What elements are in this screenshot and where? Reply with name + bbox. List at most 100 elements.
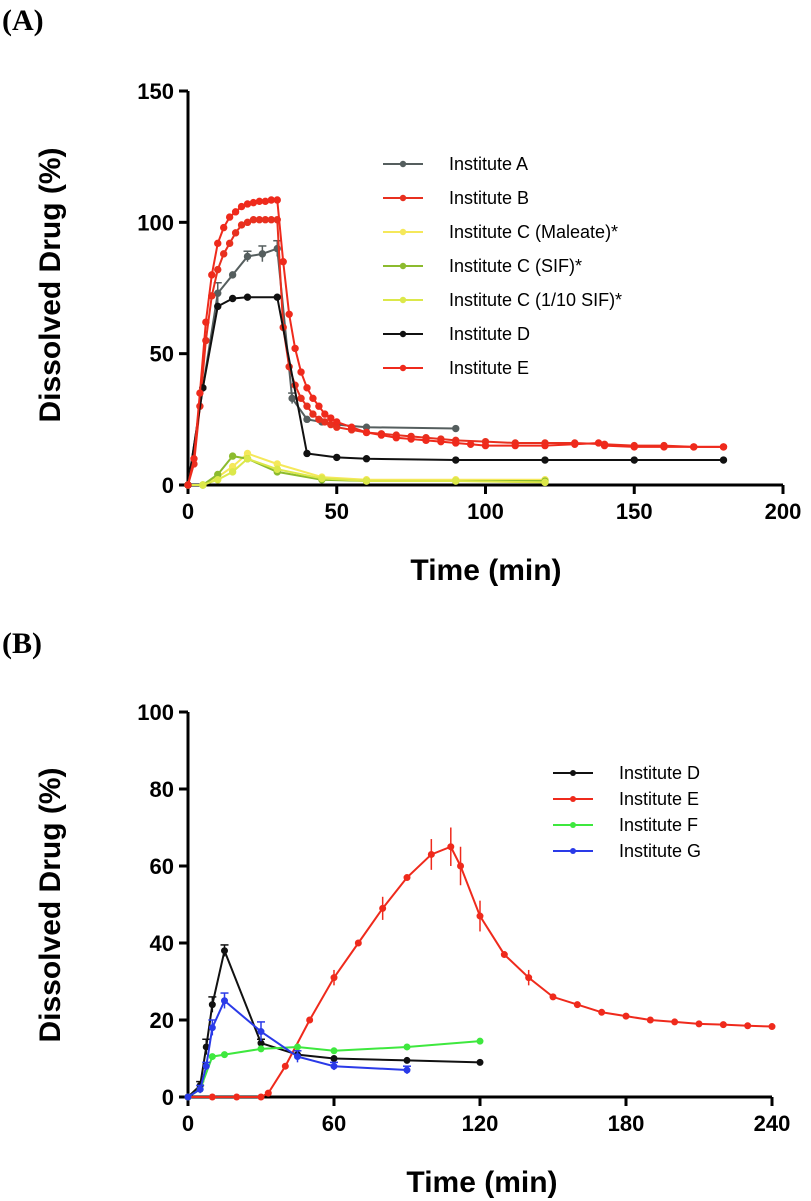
panel-a-data-point — [630, 443, 638, 451]
panel-a-legend-label: Institute A — [449, 154, 528, 174]
panel-a-data-point — [437, 437, 445, 446]
panel-a-data-point — [267, 216, 275, 224]
panel-a-data-point — [231, 208, 240, 216]
panel-b-legend-swatch-marker — [570, 770, 576, 776]
panel-a-data-point — [297, 368, 305, 376]
panel-a-data-point — [392, 434, 400, 442]
panel-b-data-point — [476, 912, 484, 920]
panel-b: (B) Dissolved Drug (%) Time (min) 0 60 120… — [2, 627, 790, 1199]
panel-a-data-point — [347, 423, 356, 431]
panel-a-data-point — [571, 440, 579, 448]
panel-a-data-point — [255, 216, 264, 224]
panel-a-data-point — [202, 318, 210, 326]
panel-b-x-tick-label: 60 — [322, 1111, 346, 1136]
panel-a-data-point — [214, 265, 222, 274]
panel-a-data-point — [303, 415, 311, 424]
panel-b-data-point — [202, 1062, 210, 1070]
panel-a-data-point — [273, 465, 281, 473]
panel-a-series-line — [188, 457, 546, 486]
panel-a-series — [184, 239, 460, 489]
panel-b-data-point — [257, 1093, 265, 1101]
panel-b-x-tick-label: 0 — [182, 1111, 194, 1136]
panel-a-data-point — [452, 439, 460, 447]
panel-b-x-axis-title: Time (min) — [406, 1166, 557, 1199]
panel-b-data-point — [330, 1055, 338, 1062]
panel-b-legend-label: Institute F — [619, 815, 698, 835]
panel-b-data-point — [221, 1051, 228, 1059]
panel-a-data-point — [220, 250, 228, 258]
panel-b-data-point — [744, 1022, 752, 1030]
panel-a-data-point — [303, 384, 311, 392]
panel-a-data-point — [237, 202, 246, 211]
panel-a-data-point — [511, 441, 519, 450]
panel-b-legend-label: Institute E — [619, 789, 699, 809]
panel-a-x-tick-label: 200 — [765, 499, 802, 524]
panel-a-data-point — [225, 213, 234, 221]
panel-b-data-point — [281, 1062, 289, 1070]
panel-a-data-point — [541, 456, 549, 464]
panel-a-data-point — [255, 197, 264, 206]
panel-a-data-point — [660, 443, 668, 451]
panel-a-data-point — [466, 440, 475, 448]
panel-a-data-point — [220, 223, 228, 232]
panel-a-data-point — [719, 456, 728, 464]
panel-a-y-tick-label: 100 — [137, 210, 174, 235]
panel-b-data-point — [208, 1024, 216, 1032]
panel-a-series-line — [188, 452, 545, 486]
panel-b-data-point — [294, 1043, 301, 1051]
panel-a-data-point — [422, 436, 430, 445]
panel-b-x-tick-label: 240 — [754, 1111, 791, 1136]
panel-b-data-point — [306, 1016, 314, 1024]
panel-b-data-point — [476, 1058, 484, 1066]
panel-b-data-point — [598, 1008, 606, 1016]
panel-b-legend-swatch-marker — [570, 822, 576, 828]
panel-a-data-point — [214, 302, 222, 311]
panel-a-series — [184, 196, 728, 489]
panel-a-data-point — [481, 441, 490, 450]
panel-b-legend-label: Institute D — [619, 763, 700, 783]
panel-a-legend-label: Institute C (1/10 SIF)* — [449, 290, 622, 310]
panel-b-series — [184, 1037, 484, 1101]
panel-b-data-point — [427, 850, 435, 858]
panel-a-data-point — [288, 394, 296, 403]
panel-a-label: (A) — [2, 4, 44, 37]
panel-a-legend-swatch-marker — [399, 194, 407, 202]
panel-a-data-point — [321, 410, 329, 418]
panel-a-data-point — [297, 394, 305, 403]
panel-a-data-point — [228, 271, 237, 279]
panel-a-series — [184, 293, 728, 489]
panel-a-data-point — [214, 476, 222, 484]
panel-a-data-point — [279, 258, 287, 266]
panel-b-data-point — [695, 1020, 703, 1028]
panel-a-legend-swatch-marker — [399, 228, 407, 236]
panel-a: (A) Dissolved Drug (%) Time (min) 0 50 100… — [2, 4, 801, 587]
panel-a-x-tick-label: 50 — [325, 499, 349, 524]
panel-b-data-point — [208, 1053, 216, 1061]
panel-b-data-point — [622, 1012, 630, 1020]
panel-b-data-point — [525, 974, 533, 982]
panel-a-data-point — [285, 310, 293, 318]
panel-b-data-point — [500, 951, 508, 959]
panel-b-data-point — [221, 997, 228, 1005]
panel-a-legend-label: Institute D — [449, 324, 530, 344]
panel-b-y-tick-label: 60 — [150, 854, 174, 879]
panel-a-data-point — [303, 449, 311, 458]
panel-a-data-point — [327, 414, 335, 422]
panel-a-data-point — [303, 402, 311, 410]
panel-a-legend-swatch-marker — [399, 262, 407, 270]
panel-a-data-point — [362, 455, 371, 463]
panel-a-data-point — [190, 455, 198, 463]
panel-b-series — [184, 992, 411, 1101]
panel-a-data-point — [237, 221, 246, 229]
panel-a-y-tick-label: 0 — [162, 473, 174, 498]
panel-b-data-point — [330, 1047, 338, 1055]
panel-b-data-point — [549, 993, 557, 1001]
panel-a-data-point — [261, 216, 270, 224]
panel-a-series — [184, 455, 549, 489]
panel-a-data-point — [327, 420, 335, 429]
panel-a-legend-swatch-marker — [399, 364, 407, 372]
panel-a-data-point — [291, 344, 299, 353]
panel-b-data-point — [208, 1001, 216, 1009]
panel-a-data-point — [228, 294, 237, 303]
panel-a-data-point — [309, 410, 317, 418]
